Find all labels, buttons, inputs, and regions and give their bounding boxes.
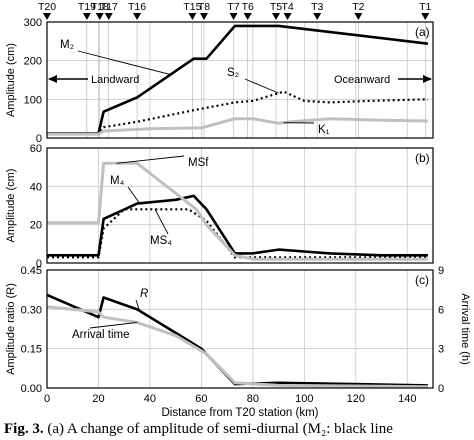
station-marker: [199, 13, 208, 20]
panel-b: M₄ MS₄ MSf 0 20 40 60 (b) Amplitude (cm): [5, 143, 434, 270]
station-label: T4: [281, 1, 293, 13]
series-m-line: [47, 194, 428, 257]
panel-letter: (a): [415, 25, 430, 39]
station-label: T6: [242, 1, 254, 13]
y2-tick-label: 0: [438, 383, 444, 395]
series-msf-leader: [116, 155, 185, 164]
y-axis-label: Amplitude (cm): [5, 169, 17, 243]
y-tick-label: 300: [24, 17, 42, 29]
station-label: T7: [227, 1, 239, 13]
station-label: T17: [100, 1, 118, 13]
station-label: T16: [128, 1, 146, 13]
station-marker: [82, 13, 91, 20]
y2-tick-label: 6: [438, 304, 444, 316]
y-tick-label: 0: [36, 258, 42, 270]
series-msf-label: MSf: [188, 157, 209, 169]
station-label: T8: [198, 1, 210, 13]
series-k-label: K₁: [318, 124, 330, 136]
station-marker: [229, 13, 238, 20]
series-k-line: [47, 117, 428, 136]
x-tick-label: 20: [92, 393, 104, 405]
oceanward-label: Oceanward: [334, 74, 390, 86]
figure-caption: Fig. 3. (a) A change of amplitude of sem…: [4, 421, 474, 440]
series-ms-label: MS₄: [150, 235, 172, 247]
panel-letter: (c): [415, 273, 429, 287]
series-ms-leader: [154, 209, 169, 235]
station-marker: [104, 13, 113, 20]
series-r-label: R: [140, 288, 148, 300]
series-m-label: M₂: [60, 39, 74, 51]
landward-arrow-head: [48, 75, 57, 83]
x-tick-label: 60: [195, 393, 207, 405]
panel-c: R Arrival time 0.00 0.15 0.30 0.45 0 3 6 9 0 20 40 60…: [5, 265, 471, 419]
series-ms-line: [47, 208, 428, 259]
oceanward-arrow-head: [423, 75, 432, 83]
caption-text: (a) A change of amplitude of semi-diurna…: [47, 421, 393, 437]
series-m-label: M₄: [110, 175, 125, 187]
station-label: T19: [78, 1, 96, 13]
series-s-label: S₂: [227, 67, 239, 79]
y-axis-label: Amplitude (cm): [5, 43, 17, 117]
series-s-line: [47, 90, 428, 136]
station-marker: [283, 13, 292, 20]
station-label: T5: [270, 1, 282, 13]
station-marker: [421, 13, 430, 20]
y-tick-label: 40: [30, 181, 42, 193]
y2-tick-label: 9: [438, 265, 444, 277]
station-label: T2: [352, 1, 364, 13]
y2-axis-label: Arrival time (h): [459, 293, 471, 365]
plot-frame: [46, 269, 434, 389]
panel-letter: (b): [415, 151, 430, 165]
x-tick-label: 100: [295, 393, 313, 405]
station-marker: [43, 13, 51, 20]
caption-label: Fig. 3.: [4, 421, 44, 437]
series-m-leader: [77, 50, 171, 75]
x-axis-label: Distance from T20 station (km): [161, 407, 318, 419]
station-marker: [313, 13, 322, 20]
station-label: T15: [183, 1, 201, 13]
series-arrival-time-label: Arrival time: [72, 329, 130, 341]
plot-frame: [46, 21, 434, 139]
station-marker: [133, 13, 142, 20]
station-marker: [95, 13, 104, 20]
series-msf-line: [47, 161, 428, 261]
x-tick-label: 0: [44, 393, 50, 405]
y-tick-label: 60: [30, 143, 42, 155]
plot-frame: [46, 147, 434, 264]
station-marker: [243, 13, 252, 20]
x-tick-label: 40: [144, 393, 156, 405]
y-tick-label: 0.45: [21, 265, 42, 277]
series-s-leader: [244, 78, 279, 94]
station-label: T20: [38, 1, 56, 13]
series-arrival-time-leader: [89, 321, 138, 329]
series-r-leader: [135, 299, 141, 312]
y2-tick-label: 3: [438, 344, 444, 356]
x-tick-label: 80: [247, 393, 259, 405]
x-tick-label: 120: [347, 393, 365, 405]
station-label: T18: [91, 1, 109, 13]
station-marker: [188, 13, 197, 20]
y-tick-label: 0: [36, 133, 42, 145]
station-label: T3: [311, 1, 323, 13]
y-tick-label: 0.15: [21, 344, 42, 356]
station-marker: [354, 13, 363, 20]
series-m-line: [47, 24, 429, 135]
series-arrival-time-line: [46, 305, 428, 389]
series-m-leader: [127, 186, 141, 204]
y-tick-label: 20: [30, 220, 42, 232]
y-tick-label: 200: [24, 56, 42, 68]
x-tick-label: 140: [398, 393, 416, 405]
y-tick-label: 0.30: [21, 304, 42, 316]
station-marker: [272, 13, 281, 20]
y-tick-label: 100: [24, 94, 42, 106]
station-label: T1: [419, 1, 431, 13]
y-tick-label: 0.00: [21, 383, 42, 395]
y-axis-label: Amplitude ratio (R): [5, 283, 17, 375]
landward-label: Landward: [91, 74, 139, 86]
